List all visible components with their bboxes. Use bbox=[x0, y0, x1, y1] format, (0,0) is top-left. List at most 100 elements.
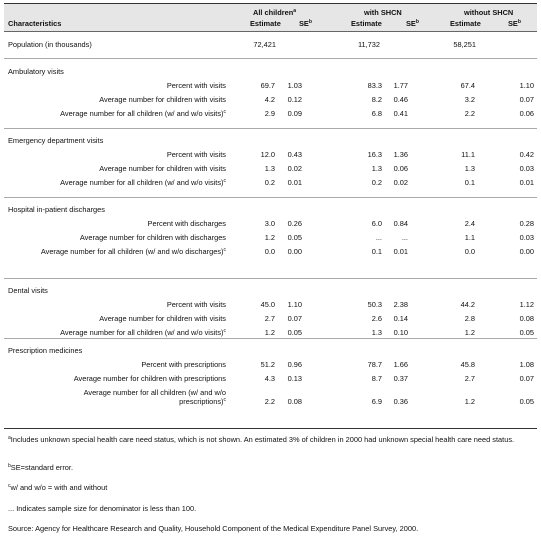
header-rule bbox=[4, 31, 537, 32]
table-cell: 1.2 bbox=[264, 328, 275, 337]
table-cell: 78.7 bbox=[367, 360, 382, 369]
row-label: Average number for children with prescri… bbox=[73, 374, 226, 383]
table-cell: 0.12 bbox=[287, 95, 302, 104]
header-estimate: Estimate bbox=[250, 19, 281, 28]
table-header bbox=[4, 4, 537, 31]
table-cell: 0.01 bbox=[393, 247, 408, 256]
header-group-noshcn: without SHCN bbox=[464, 8, 514, 17]
footnote: aIncludes unknown special health care ne… bbox=[8, 435, 515, 444]
population-label: Population (in thousands) bbox=[8, 40, 92, 49]
table-cell: ... bbox=[375, 233, 382, 242]
table-cell: 0.07 bbox=[287, 314, 302, 323]
table-cell: 0.0 bbox=[464, 247, 475, 256]
row-label: Average number for children with visits bbox=[99, 314, 226, 323]
table-cell: 1.03 bbox=[287, 81, 302, 90]
table-cell: 2.6 bbox=[371, 314, 382, 323]
table-cell: 0.02 bbox=[393, 178, 408, 187]
table-cell: 1.3 bbox=[371, 164, 382, 173]
footnote: Source: Agency for Healthcare Research a… bbox=[8, 524, 419, 533]
row-label: Percent with prescriptions bbox=[141, 360, 226, 369]
data-table: Characteristics All childrena with SHCN … bbox=[4, 3, 537, 429]
row-label-line: prescriptions)c bbox=[179, 397, 226, 406]
table-cell: 0.03 bbox=[519, 233, 534, 242]
table-cell: 44.2 bbox=[460, 300, 475, 309]
table-cell: 0.42 bbox=[519, 150, 534, 159]
table-cell: 0.06 bbox=[393, 164, 408, 173]
table-cell: 3.0 bbox=[264, 219, 275, 228]
row-label: Average number for children with visits bbox=[99, 95, 226, 104]
table-cell: 1.66 bbox=[393, 360, 408, 369]
table-cell: 2.2 bbox=[464, 109, 475, 118]
table-cell: 51.2 bbox=[260, 360, 275, 369]
header-estimate: Estimate bbox=[450, 19, 481, 28]
table-cell: 50.3 bbox=[367, 300, 382, 309]
table-cell: 4.3 bbox=[264, 374, 275, 383]
table-cell: 1.12 bbox=[519, 300, 534, 309]
table-cell: 0.1 bbox=[371, 247, 382, 256]
table-cell: 4.2 bbox=[264, 95, 275, 104]
population-all-estimate: 72,421 bbox=[253, 40, 276, 49]
population-noshcn-estimate: 58,251 bbox=[453, 40, 476, 49]
header-characteristics: Characteristics bbox=[8, 19, 62, 28]
table-cell: 1.08 bbox=[519, 360, 534, 369]
table-cell: 1.77 bbox=[393, 81, 408, 90]
header-group-shcn: with SHCN bbox=[364, 8, 402, 17]
table-cell: 0.46 bbox=[393, 95, 408, 104]
section-divider bbox=[4, 128, 537, 129]
table-cell: 0.1 bbox=[464, 178, 475, 187]
table-cell: 2.7 bbox=[464, 374, 475, 383]
row-label: Percent with visits bbox=[166, 300, 226, 309]
row-label: Average number for all children (w/ and … bbox=[40, 247, 226, 256]
table-cell: 45.8 bbox=[460, 360, 475, 369]
table-cell: 0.43 bbox=[287, 150, 302, 159]
table-cell: 12.0 bbox=[260, 150, 275, 159]
row-label: Average number for children with dischar… bbox=[79, 233, 226, 242]
table-cell: 8.2 bbox=[371, 95, 382, 104]
header-se: SEb bbox=[299, 19, 312, 28]
table-cell: 1.2 bbox=[464, 397, 475, 406]
table-cell: 0.05 bbox=[519, 328, 534, 337]
table-cell: 0.05 bbox=[287, 233, 302, 242]
table-cell: 0.0 bbox=[264, 247, 275, 256]
table-cell: 1.10 bbox=[519, 81, 534, 90]
row-label: Average number for children with visits bbox=[99, 164, 226, 173]
table-cell: ... bbox=[401, 233, 408, 242]
header-se: SEb bbox=[406, 19, 419, 28]
footnote: bSE=standard error. bbox=[8, 463, 74, 472]
table-cell: 0.01 bbox=[519, 178, 534, 187]
table-cell: 11.1 bbox=[461, 150, 475, 159]
table-cell: 2.9 bbox=[264, 109, 275, 118]
table-cell: 6.0 bbox=[371, 219, 382, 228]
table-cell: 67.4 bbox=[460, 81, 475, 90]
table-cell: 0.00 bbox=[519, 247, 534, 256]
table-cell: 0.05 bbox=[287, 328, 302, 337]
header-estimate: Estimate bbox=[351, 19, 382, 28]
table-cell: 0.37 bbox=[393, 374, 408, 383]
table-cell: 0.09 bbox=[287, 109, 302, 118]
header-se: SEb bbox=[508, 19, 521, 28]
table-cell: 2.4 bbox=[464, 219, 475, 228]
table-cell: 1.3 bbox=[464, 164, 475, 173]
table-cell: 1.3 bbox=[371, 328, 382, 337]
table-cell: 6.8 bbox=[371, 109, 382, 118]
section-title: Ambulatory visits bbox=[8, 67, 64, 76]
section-divider bbox=[4, 197, 537, 198]
section-title: Hospital in-patient discharges bbox=[8, 205, 105, 214]
footnote-mark: a bbox=[293, 8, 297, 14]
table-cell: 2.38 bbox=[393, 300, 408, 309]
table-cell: 0.05 bbox=[519, 397, 534, 406]
row-label: Average number for all children (w/ and … bbox=[60, 109, 226, 118]
section-title: Dental visits bbox=[8, 286, 48, 295]
table-cell: 0.03 bbox=[519, 164, 534, 173]
table-cell: 1.2 bbox=[464, 328, 475, 337]
section-title: Emergency department visits bbox=[8, 136, 104, 145]
table-cell: 0.07 bbox=[519, 374, 534, 383]
section-title: Prescription medicines bbox=[8, 346, 83, 355]
table-cell: 6.9 bbox=[371, 397, 382, 406]
footnote: cw/ and w/o = with and without bbox=[8, 483, 108, 492]
table-cell: 1.2 bbox=[264, 233, 275, 242]
table-cell: 69.7 bbox=[260, 81, 275, 90]
table-cell: 1.36 bbox=[393, 150, 408, 159]
table-cell: 0.36 bbox=[393, 397, 408, 406]
table-cell: 3.2 bbox=[464, 95, 475, 104]
